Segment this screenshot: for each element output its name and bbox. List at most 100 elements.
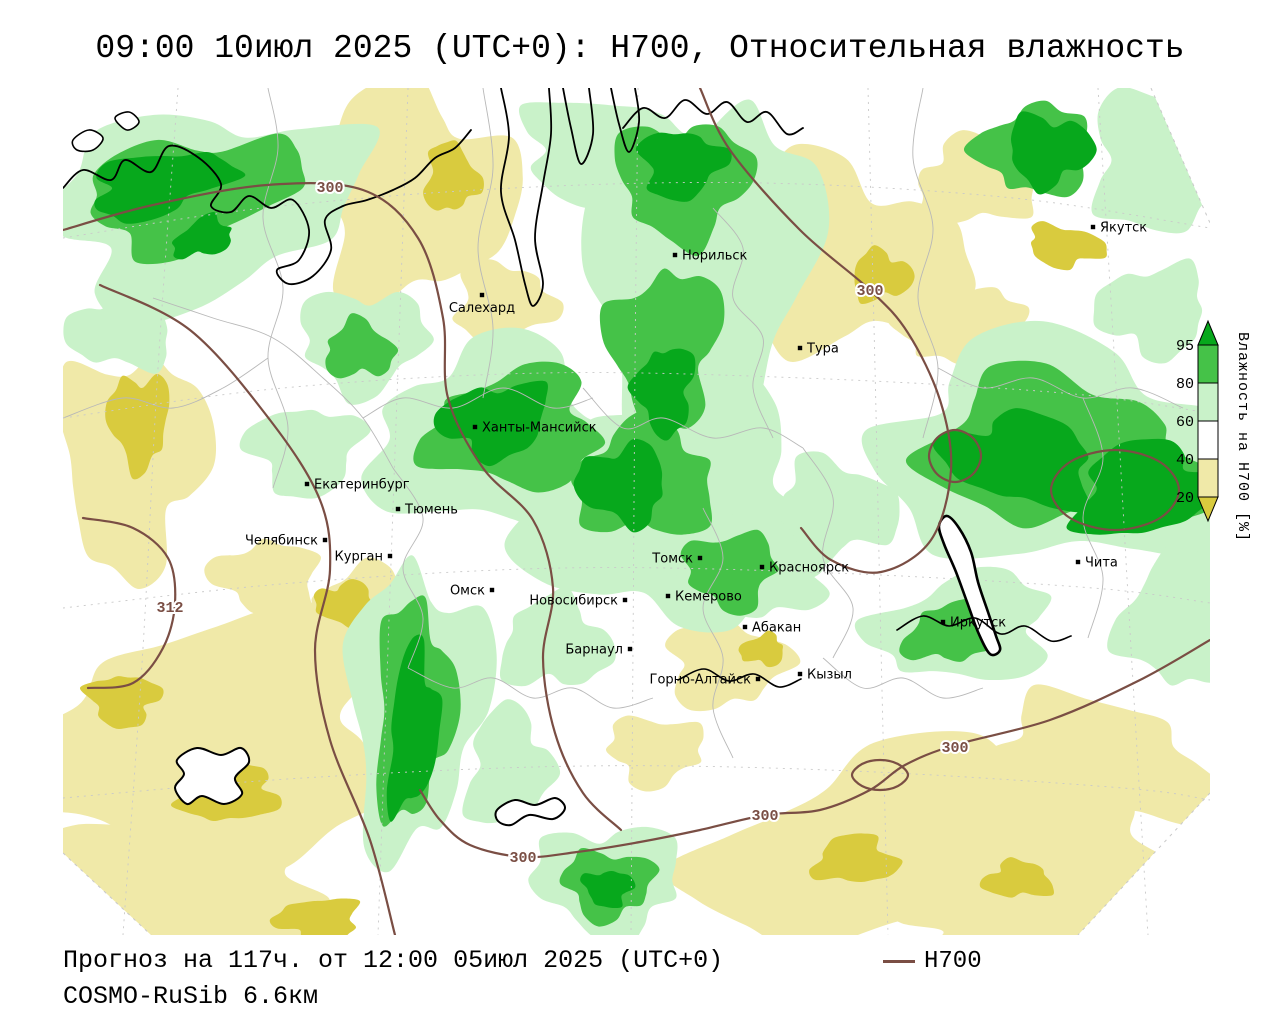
h700-contour-line bbox=[850, 758, 910, 792]
city-marker bbox=[622, 597, 628, 603]
admin-border bbox=[477, 88, 494, 399]
city-label: Томск bbox=[651, 552, 693, 567]
humidity-region-y bbox=[605, 715, 704, 792]
city-marker bbox=[672, 252, 678, 258]
colorbar-arrow-bottom bbox=[1197, 496, 1219, 523]
humidity-map: 300 300 312 300 300 300 Норильск Якутск Салехард… bbox=[63, 88, 1210, 935]
colorbar-tick-label: 40 bbox=[1176, 452, 1194, 469]
colorbar-title: Влажность на H700 [%] bbox=[1234, 332, 1251, 543]
coastline bbox=[500, 88, 553, 307]
coastline bbox=[677, 668, 802, 688]
graticule-line bbox=[1097, 88, 1149, 935]
city-marker bbox=[665, 593, 671, 599]
admin-border bbox=[262, 88, 289, 489]
city-marker bbox=[489, 587, 495, 593]
colorbar-segment bbox=[1197, 458, 1219, 498]
admin-border bbox=[582, 387, 804, 449]
city-label: Курган bbox=[335, 550, 383, 565]
legend-label: H700 bbox=[924, 948, 982, 975]
humidity-region-g1 bbox=[239, 409, 371, 499]
humidity-region-y bbox=[971, 684, 1210, 828]
forecast-info: Прогноз на 117ч. от 12:00 05июл 2025 (UT… bbox=[63, 946, 724, 975]
contour-label: 300 bbox=[856, 283, 883, 300]
humidity-region-y bbox=[918, 130, 1035, 225]
humidity-region-g1 bbox=[518, 102, 707, 209]
coastline bbox=[896, 615, 1072, 643]
humidity-region-yd bbox=[979, 857, 1054, 898]
humidity-region-yd bbox=[269, 898, 361, 935]
coastline bbox=[622, 99, 804, 136]
coastline bbox=[71, 129, 104, 153]
admin-border bbox=[362, 387, 594, 419]
city-marker bbox=[759, 564, 765, 570]
humidity-region-g1 bbox=[1107, 544, 1210, 686]
city-marker bbox=[304, 481, 310, 487]
colorbar-tick-label: 20 bbox=[1176, 490, 1194, 507]
contour-label: 312 bbox=[156, 600, 183, 617]
model-info: COSMO-RuSib 6.6км bbox=[63, 982, 319, 1011]
humidity-region-g3 bbox=[171, 212, 232, 260]
colorbar-tick-label: 60 bbox=[1176, 414, 1194, 431]
colorbar-segment bbox=[1197, 420, 1219, 460]
city-label: Кемерово bbox=[675, 590, 742, 605]
coastline bbox=[174, 746, 251, 806]
humidity-region-g3 bbox=[635, 132, 732, 202]
city-marker bbox=[322, 537, 328, 543]
city-label: Ханты-Мансийск bbox=[482, 421, 597, 436]
humidity-region-g1 bbox=[1093, 258, 1203, 364]
city-label: Челябинск bbox=[245, 534, 318, 549]
humidity-region-yd bbox=[738, 630, 783, 668]
humidity-region-g3 bbox=[580, 870, 636, 909]
humidity-region-yd bbox=[1030, 221, 1107, 271]
admin-border bbox=[152, 297, 394, 469]
h700-contour-line bbox=[98, 283, 397, 935]
humidity-region-g1 bbox=[63, 282, 168, 374]
humidity-region-g1 bbox=[462, 699, 561, 824]
city-label: Горно-Алтайск bbox=[650, 673, 752, 688]
admin-border bbox=[1082, 397, 1104, 639]
colorbar-tick-label: 80 bbox=[1176, 376, 1194, 393]
city-label: Екатеринбург bbox=[314, 478, 410, 493]
city-marker bbox=[940, 619, 946, 625]
city-marker bbox=[755, 676, 761, 682]
humidity-region-yd bbox=[809, 833, 903, 883]
humidity-region-g1 bbox=[499, 586, 616, 687]
humidity-region-g2 bbox=[325, 313, 399, 379]
city-label: Барнаул bbox=[565, 643, 623, 658]
city-label: Чита bbox=[1085, 556, 1118, 571]
colorbar: 95 80 60 40 20 bbox=[1176, 319, 1219, 523]
graticule-line bbox=[63, 765, 1210, 801]
city-marker bbox=[742, 624, 748, 630]
contour-label: 300 bbox=[941, 740, 968, 757]
contour-label: 300 bbox=[751, 808, 778, 825]
h700-contour-line bbox=[81, 516, 177, 690]
domain-edge bbox=[1150, 88, 1210, 224]
colorbar-arrow-top bbox=[1197, 319, 1219, 346]
city-marker bbox=[387, 553, 393, 559]
admin-border bbox=[702, 507, 734, 759]
humidity-region-g3 bbox=[433, 380, 548, 467]
map-area: 300 300 312 300 300 300 Норильск Якутск Салехард… bbox=[63, 88, 1210, 935]
humidity-region-g3 bbox=[573, 438, 663, 533]
coastline bbox=[494, 797, 566, 827]
h700-contour-line bbox=[418, 638, 1210, 859]
admin-border bbox=[712, 207, 774, 439]
humidity-region-y bbox=[665, 612, 801, 712]
admin-border bbox=[407, 667, 654, 709]
contour-label: 300 bbox=[509, 850, 536, 867]
map-layers: 300 300 312 300 300 300 Норильск Якутск Салехард… bbox=[63, 88, 1210, 935]
city-label: Тура bbox=[806, 342, 839, 357]
city-marker bbox=[797, 671, 803, 677]
humidity-region-y bbox=[452, 259, 564, 350]
coastline bbox=[937, 514, 1002, 657]
city-label: Якутск bbox=[1100, 221, 1147, 236]
graticule-line bbox=[377, 88, 409, 935]
legend-h700: H700 bbox=[883, 948, 982, 975]
humidity-region-yd bbox=[423, 140, 484, 211]
colorbar-tick-label: 95 bbox=[1176, 338, 1194, 355]
humidity-region-y bbox=[204, 538, 321, 620]
admin-border bbox=[392, 467, 424, 669]
coastline bbox=[562, 88, 595, 165]
graticule-line bbox=[867, 88, 889, 935]
graticule-line bbox=[122, 88, 179, 935]
